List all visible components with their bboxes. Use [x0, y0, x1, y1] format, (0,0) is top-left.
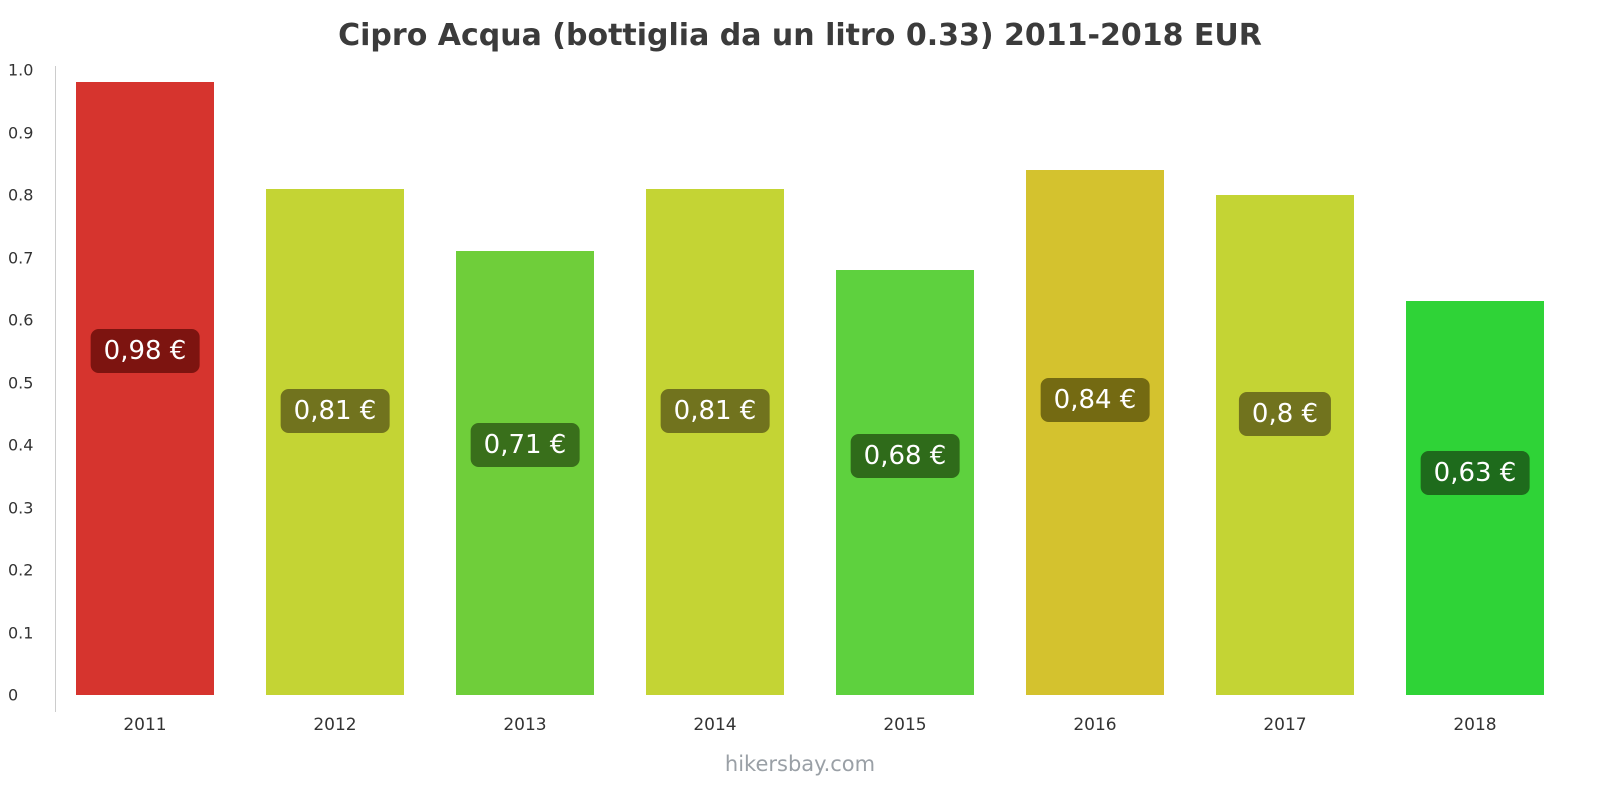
x-tick-label: 2014 — [693, 715, 737, 735]
y-tick-label: 0.8 — [8, 185, 34, 205]
bar-value-badge: 0,84 € — [1040, 378, 1150, 422]
y-tick-label: 0 — [8, 685, 19, 705]
x-tick-label: 2018 — [1453, 715, 1497, 735]
bar-2015: 0,68 € — [836, 270, 974, 695]
y-tick-label: 1.0 — [8, 60, 34, 80]
y-tick-label: 0.2 — [8, 560, 34, 580]
bar-2013: 0,71 € — [456, 251, 594, 695]
y-tick-label: 0.1 — [8, 623, 34, 642]
bar-2012: 0,81 € — [266, 189, 404, 695]
y-tick-label: 0.9 — [8, 123, 34, 142]
y-tick-label: 0.6 — [8, 310, 34, 330]
bar-2018: 0,63 € — [1406, 301, 1544, 695]
y-axis-line — [55, 66, 56, 712]
y-tick-label: 0.3 — [8, 498, 34, 517]
bar-value-badge: 0,81 € — [280, 388, 390, 433]
bar-value-badge: 0,71 € — [470, 423, 580, 468]
chart-title: Cipro Acqua (bottiglia da un litro 0.33)… — [338, 18, 1262, 53]
y-tick-label: 0.4 — [8, 435, 34, 455]
y-tick-label: 0.5 — [8, 373, 34, 392]
y-tick-label: 0.7 — [8, 248, 34, 267]
footer-link[interactable]: hikersbay.com — [724, 752, 876, 776]
bar-2016: 0,84 € — [1026, 170, 1164, 695]
bar-value-badge: 0,68 € — [850, 434, 960, 478]
bar-value-badge: 0,8 € — [1238, 392, 1332, 436]
bar-2014: 0,81 € — [646, 189, 784, 695]
x-tick-label: 2016 — [1073, 715, 1117, 735]
x-tick-label: 2011 — [123, 715, 167, 735]
bar-value-badge: 0,63 € — [1420, 451, 1530, 496]
x-tick-label: 2017 — [1263, 715, 1307, 735]
x-tick-label: 2015 — [883, 715, 927, 735]
bar-2017: 0,8 € — [1216, 195, 1354, 695]
bar-2011: 0,98 € — [76, 82, 214, 695]
bar-value-badge: 0,98 € — [90, 328, 200, 373]
x-tick-label: 2012 — [313, 715, 357, 735]
x-tick-label: 2013 — [503, 715, 547, 735]
bar-value-badge: 0,81 € — [660, 388, 770, 433]
